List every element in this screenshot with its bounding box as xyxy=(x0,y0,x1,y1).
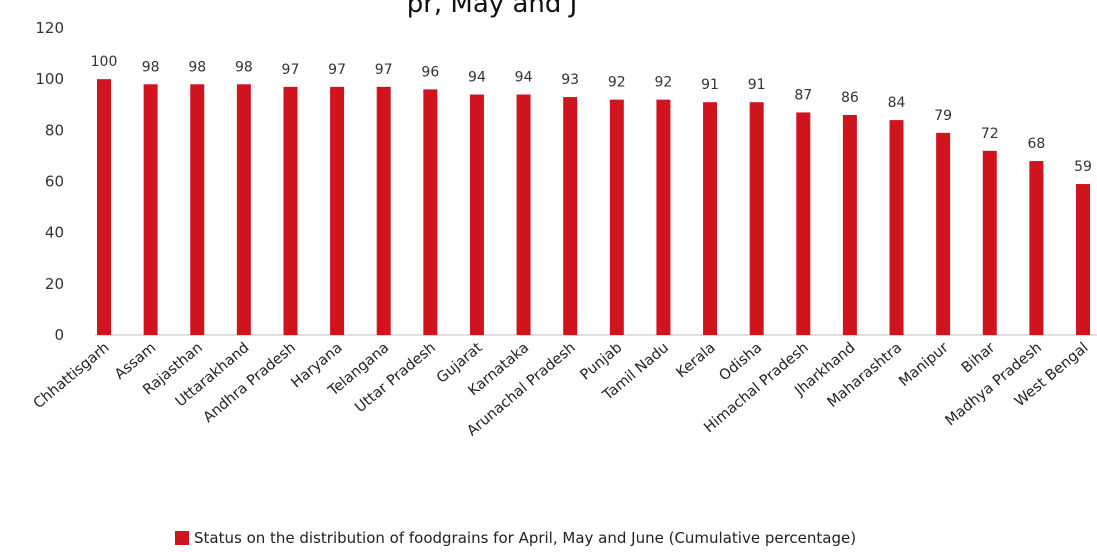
data-label: 97 xyxy=(282,62,300,78)
data-label: 72 xyxy=(981,126,999,142)
y-tick-label: 80 xyxy=(45,121,64,139)
category-label: Manipur xyxy=(896,340,951,390)
bar xyxy=(236,84,251,336)
y-tick-label: 120 xyxy=(35,19,64,37)
data-label: 94 xyxy=(515,70,533,86)
data-label: 98 xyxy=(188,59,206,75)
data-labels: 100 98 98 98 97 97 97 96 94 94 93 92 92 91 91 87 86 84 79 7… xyxy=(91,54,1092,175)
category-label: Bihar xyxy=(959,340,998,377)
bar xyxy=(516,94,531,336)
bar xyxy=(842,114,857,335)
bar xyxy=(656,99,671,335)
category-labels: Chhattisgarh AssamRajasthanUttarakhandAnd… xyxy=(31,340,1092,440)
data-label: 92 xyxy=(655,75,673,91)
data-label: 84 xyxy=(888,95,906,111)
y-tick-label: 0 xyxy=(54,326,64,344)
data-label: 98 xyxy=(142,59,160,75)
category-label: Uttar Pradesh xyxy=(352,340,439,416)
bar xyxy=(423,89,438,336)
data-label: 68 xyxy=(1027,136,1045,152)
data-label: 93 xyxy=(561,72,579,88)
bar xyxy=(97,79,111,336)
bar xyxy=(563,97,578,335)
bar xyxy=(143,84,158,336)
y-tick-label: 100 xyxy=(35,70,64,88)
y-tick-label: 40 xyxy=(45,224,64,242)
legend-label: Status on the distribution of foodgrains… xyxy=(194,529,856,547)
data-label: 96 xyxy=(421,64,439,80)
bar xyxy=(982,150,997,335)
data-label: 94 xyxy=(468,70,486,86)
bar xyxy=(190,84,205,336)
data-label: 92 xyxy=(608,75,626,91)
bars xyxy=(97,79,1090,336)
y-tick-label: 20 xyxy=(45,275,64,293)
bar xyxy=(376,86,391,335)
data-label: 91 xyxy=(748,77,766,93)
bar xyxy=(1076,184,1090,335)
legend-swatch xyxy=(175,531,189,545)
bar xyxy=(283,86,298,335)
bar xyxy=(796,112,811,335)
data-label: 86 xyxy=(841,90,859,106)
data-label: 79 xyxy=(934,108,952,124)
bar xyxy=(1029,161,1044,335)
chart-title-fragment: pr, May and J xyxy=(407,0,578,19)
category-label: Chhattisgarh xyxy=(31,340,113,412)
bar xyxy=(889,120,904,335)
bar xyxy=(469,94,484,336)
data-label: 100 xyxy=(91,54,118,70)
bar xyxy=(749,102,764,335)
legend: Status on the distribution of foodgrains… xyxy=(175,529,856,547)
category-label: Kerala xyxy=(674,340,719,381)
data-label: 59 xyxy=(1074,159,1092,175)
data-label: 97 xyxy=(375,62,393,78)
bar xyxy=(936,132,951,335)
y-axis: 0 20 40 60 80 100 120 xyxy=(35,19,64,344)
data-label: 91 xyxy=(701,77,719,93)
bar xyxy=(609,99,624,335)
data-label: 98 xyxy=(235,59,253,75)
bar xyxy=(330,86,345,335)
y-tick-label: 60 xyxy=(45,173,64,191)
data-label: 97 xyxy=(328,62,346,78)
data-label: 87 xyxy=(794,87,812,103)
bar xyxy=(703,102,718,335)
